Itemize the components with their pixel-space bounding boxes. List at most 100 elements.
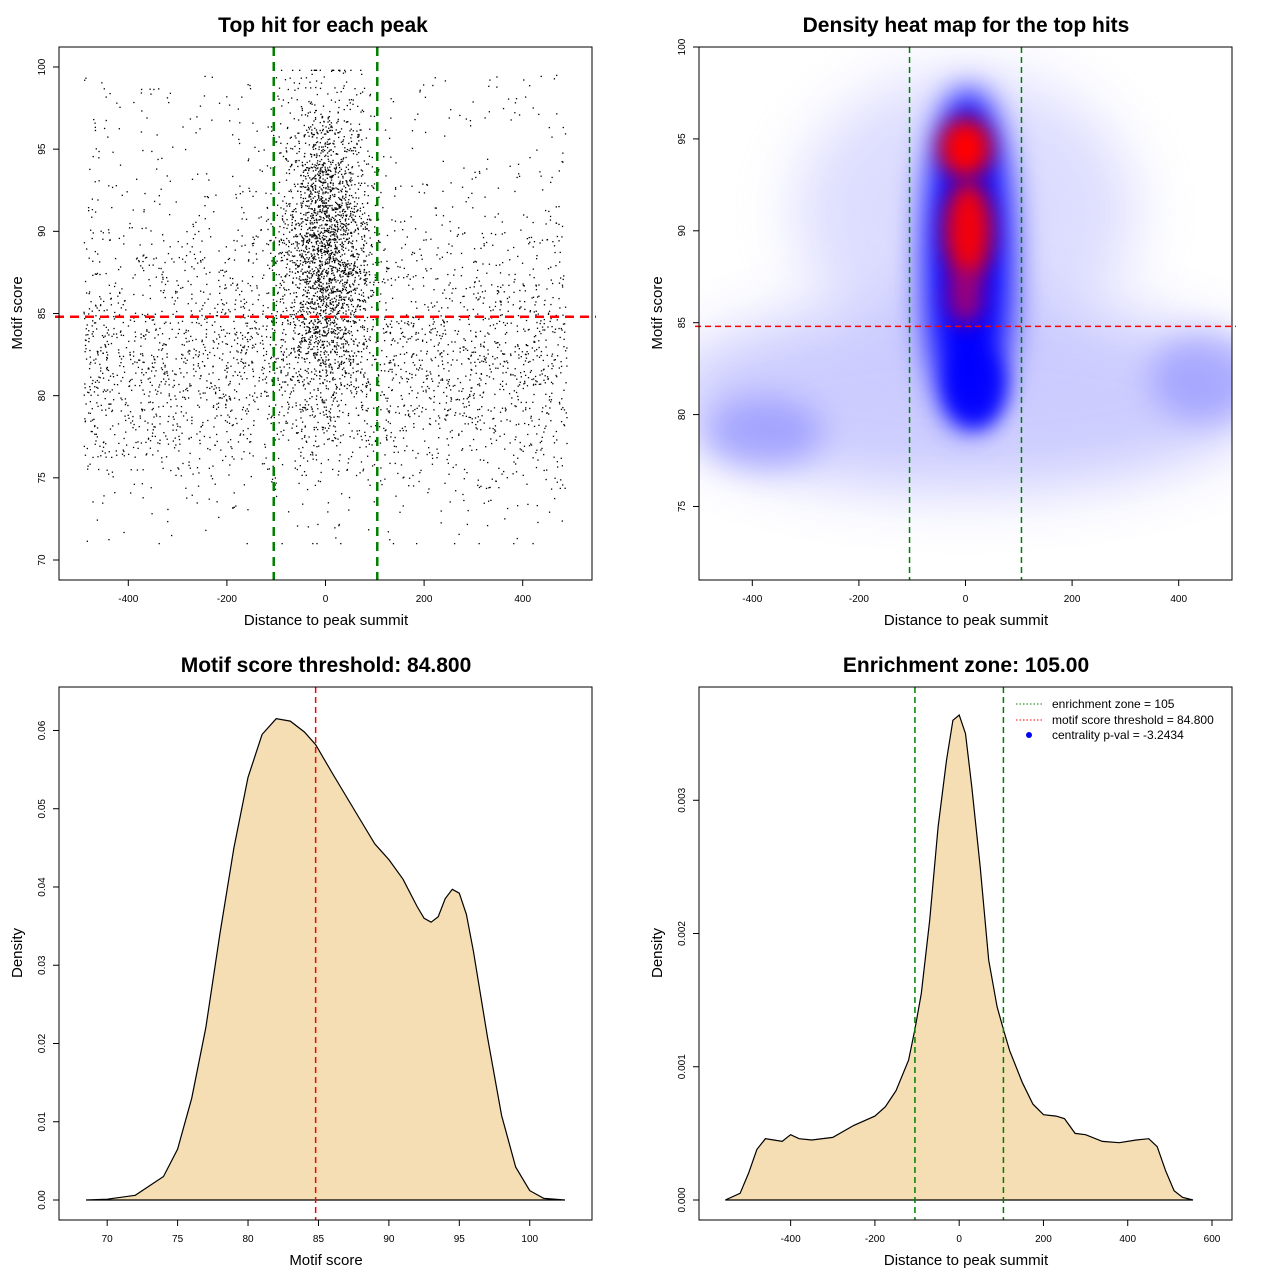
scatter-point	[307, 347, 309, 350]
scatter-point	[292, 423, 294, 425]
scatter-point	[313, 69, 315, 71]
scatter-point	[350, 181, 352, 183]
scatter-point	[334, 426, 336, 428]
scatter-point	[329, 301, 331, 304]
scatter-point	[360, 277, 362, 279]
scatter-point	[388, 411, 390, 414]
scatter-point	[105, 390, 107, 392]
scatter-point	[493, 432, 495, 434]
scatter-point	[535, 285, 538, 287]
scatter-point	[350, 177, 352, 179]
scatter-point	[309, 397, 311, 400]
scatter-point	[217, 343, 220, 345]
scatter-point	[233, 259, 236, 261]
scatter-point	[331, 404, 333, 406]
scatter-point	[330, 252, 333, 254]
scatter-point	[336, 246, 338, 248]
scatter-point	[334, 315, 336, 317]
scatter-point	[315, 236, 317, 239]
scatter-point	[325, 369, 327, 371]
scatter-point	[442, 333, 444, 335]
scatter-point	[298, 265, 300, 268]
scatter-point	[331, 204, 333, 207]
scatter-point	[102, 391, 104, 393]
scatter-point	[328, 150, 330, 153]
scatter-point	[286, 218, 288, 221]
scatter-point	[369, 95, 371, 97]
scatter-point	[326, 430, 328, 432]
scatter-point	[327, 511, 329, 513]
scatter-point	[315, 331, 318, 333]
scatter-point	[329, 265, 331, 267]
scatter-point	[293, 299, 296, 301]
scatter-point	[319, 242, 321, 244]
scatter-point	[353, 316, 356, 318]
scatter-point	[360, 435, 362, 438]
scatter-point	[496, 290, 499, 292]
scatter-point	[332, 233, 335, 235]
scatter-point	[328, 297, 330, 299]
scatter-point	[285, 274, 287, 277]
scatter-point	[398, 382, 401, 384]
scatter-point	[305, 232, 308, 234]
scatter-point	[315, 454, 317, 456]
scatter-point	[228, 395, 230, 398]
scatter-point	[439, 352, 441, 355]
scatter-point	[129, 354, 131, 356]
scatter-point	[309, 336, 311, 338]
scatter-point	[271, 478, 274, 480]
scatter-point	[434, 327, 436, 330]
scatter-point	[206, 354, 209, 356]
scatter-point	[172, 429, 174, 431]
scatter-point	[319, 206, 321, 208]
scatter-point	[566, 347, 568, 349]
scatter-point	[349, 264, 351, 267]
scatter-point	[327, 158, 329, 160]
scatter-point	[303, 134, 305, 137]
scatter-point	[438, 375, 440, 377]
scatter-point	[336, 333, 338, 335]
scatter-point	[368, 529, 370, 531]
scatter-point	[322, 283, 324, 285]
scatter-point	[175, 336, 177, 338]
scatter-point	[355, 248, 357, 251]
scatter-point	[317, 206, 319, 208]
scatter-point	[327, 249, 329, 252]
scatter-point	[300, 235, 303, 237]
scatter-point	[465, 375, 467, 377]
scatter-point	[480, 343, 482, 345]
scatter-point	[546, 412, 548, 414]
scatter-point	[315, 354, 317, 356]
scatter-point	[339, 280, 342, 282]
scatter-point	[339, 183, 341, 185]
scatter-point	[191, 422, 193, 425]
scatter-point	[347, 344, 350, 346]
scatter-point	[280, 276, 282, 278]
scatter-point	[157, 442, 159, 444]
scatter-point	[406, 275, 408, 278]
scatter-point	[334, 224, 336, 226]
scatter-point	[298, 142, 300, 144]
scatter-point	[448, 454, 450, 456]
scatter-point	[181, 343, 183, 346]
scatter-point	[265, 376, 268, 378]
scatter-point	[333, 228, 335, 231]
scatter-point	[284, 381, 286, 383]
scatter-point	[319, 209, 321, 211]
scatter-point	[343, 367, 345, 369]
scatter-point	[310, 255, 313, 258]
scatter-point	[320, 462, 322, 465]
scatter-point	[220, 329, 223, 331]
scatter-point	[200, 261, 202, 263]
scatter-point	[373, 183, 376, 185]
scatter-point	[345, 290, 348, 292]
scatter-point	[357, 433, 359, 435]
scatter-point	[97, 456, 99, 458]
scatter-point	[336, 208, 339, 210]
scatter-point	[312, 249, 315, 251]
scatter-point	[293, 82, 295, 84]
scatter-point	[331, 270, 333, 272]
scatter-point	[322, 164, 324, 166]
scatter-point	[280, 431, 282, 433]
scatter-point	[526, 483, 528, 485]
